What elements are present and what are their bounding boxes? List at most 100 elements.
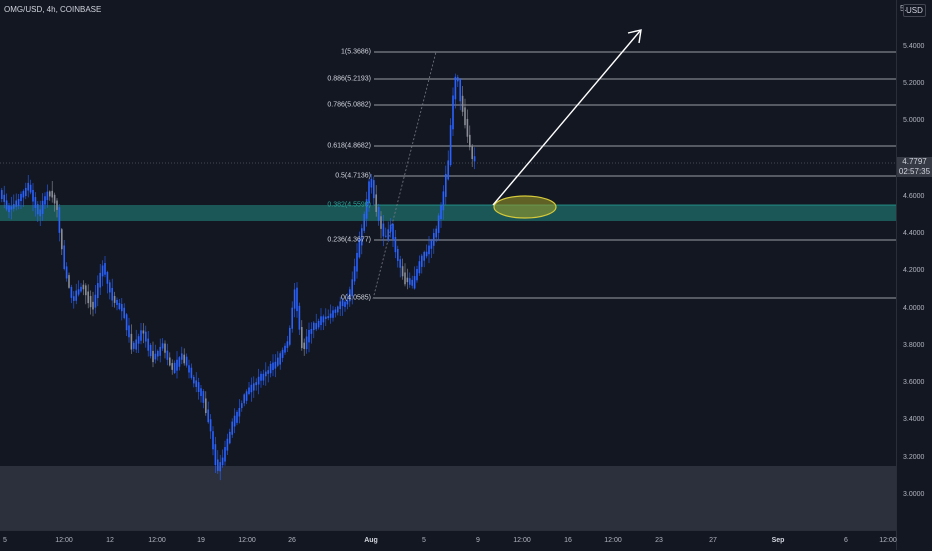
candle-body xyxy=(241,403,243,409)
chart-area[interactable]: OMG/USD, 4h, COINBASE 1(5.3686) 0.886(5.2… xyxy=(0,0,896,530)
candle-body xyxy=(286,341,289,348)
candle-body xyxy=(281,349,284,358)
target-ellipse[interactable] xyxy=(493,195,557,219)
price-chart[interactable] xyxy=(0,0,896,530)
candle-body xyxy=(29,184,32,193)
candle-body xyxy=(399,259,401,268)
fib-level-label: 0.5(4.7136) xyxy=(335,172,371,180)
candle-body xyxy=(353,266,356,282)
price-tick: 3.0000 xyxy=(903,491,925,498)
candle-body xyxy=(435,228,437,238)
candle-body xyxy=(130,333,133,350)
fib-level-label: 0.786(5.0882) xyxy=(327,101,371,109)
candle-body xyxy=(418,261,421,274)
candle-body xyxy=(27,182,29,191)
time-tick: 19 xyxy=(197,537,205,544)
candle-body xyxy=(260,373,262,381)
candle-body xyxy=(303,342,305,349)
fib-trend-line[interactable] xyxy=(372,51,437,300)
currency-badge[interactable]: USD xyxy=(903,4,926,17)
candle-body xyxy=(327,316,329,319)
candle-body xyxy=(195,380,197,387)
candle-body xyxy=(209,419,212,432)
price-tick: 5.4000 xyxy=(903,43,925,50)
candle-body xyxy=(181,353,183,360)
candle-body xyxy=(255,382,257,386)
candle-body xyxy=(58,207,61,233)
candle-body xyxy=(387,229,389,241)
candle-body xyxy=(377,207,380,221)
fib-level-label: 1(5.3686) xyxy=(341,48,371,56)
time-tick: 12:00 xyxy=(513,537,531,544)
candle-body xyxy=(118,302,121,310)
candle-body xyxy=(423,251,425,261)
candle-body xyxy=(341,300,344,307)
candle-body xyxy=(15,200,17,207)
current-price-value: 4.7797 xyxy=(902,157,927,166)
candle-body xyxy=(166,350,169,360)
time-axis[interactable] xyxy=(0,530,896,551)
candle-body xyxy=(1,190,3,200)
candle-body xyxy=(49,191,51,197)
candle-body xyxy=(466,119,469,137)
candle-body xyxy=(459,79,461,102)
candle-body xyxy=(140,330,142,341)
candle-body xyxy=(332,310,334,318)
candle-body xyxy=(173,362,176,373)
candle-body xyxy=(123,307,125,319)
candle-body xyxy=(351,279,353,297)
candle-body xyxy=(190,367,193,378)
candle-body xyxy=(65,266,68,279)
candle-body xyxy=(200,388,202,397)
fib-retracement[interactable] xyxy=(374,51,896,299)
time-tick: 5 xyxy=(422,537,426,544)
candle-body xyxy=(320,316,322,326)
candle-body xyxy=(8,205,10,213)
candle-body xyxy=(149,344,152,357)
candle-body xyxy=(365,199,368,219)
fib-level-label: 0.886(5.2193) xyxy=(327,75,371,83)
projection-arrow-line[interactable] xyxy=(492,30,641,206)
candle-body xyxy=(428,245,430,255)
candle-body xyxy=(133,342,135,349)
candle-body xyxy=(445,173,447,197)
projection-arrow-head xyxy=(627,29,642,44)
candle-body xyxy=(262,373,265,381)
time-tick: Sep xyxy=(771,537,785,544)
candle-body xyxy=(61,229,63,250)
candle-body xyxy=(346,300,349,305)
price-tick: 4.6000 xyxy=(903,193,925,200)
candle-body xyxy=(37,204,39,215)
candle-body xyxy=(344,301,346,307)
candle-body xyxy=(310,328,313,334)
price-tick: 3.6000 xyxy=(903,379,925,386)
candle-body xyxy=(257,376,260,385)
price-axis[interactable]: 5.4000 5.2000 5.0000 4.6000 4.4000 4.2000 4.00… xyxy=(896,0,932,550)
candle-body xyxy=(214,444,217,466)
candle-body xyxy=(471,146,473,160)
candle-body xyxy=(82,284,85,290)
candle-body xyxy=(401,266,404,277)
current-price-tag: 4.7797 02:57:35 xyxy=(897,157,932,177)
candle-body xyxy=(94,294,97,308)
candle-body xyxy=(226,438,229,451)
candle-body xyxy=(135,339,137,350)
candle-body xyxy=(183,354,185,364)
candlestick-series xyxy=(1,73,476,481)
price-tick: 3.8000 xyxy=(903,342,925,349)
time-tick: 12:00 xyxy=(604,537,622,544)
candle-body xyxy=(159,346,161,356)
price-tick: 5.0000 xyxy=(903,117,925,124)
support-zone[interactable] xyxy=(0,466,896,530)
candle-body xyxy=(457,77,459,82)
candle-body xyxy=(394,237,397,253)
candle-body xyxy=(413,276,416,289)
candle-body xyxy=(41,200,44,214)
price-tick: 4.2000 xyxy=(903,267,925,274)
candle-body xyxy=(219,462,221,472)
price-tick: 4.0000 xyxy=(903,305,925,312)
candle-body xyxy=(22,191,25,198)
resistance-zone[interactable] xyxy=(0,205,896,221)
candle-body xyxy=(80,286,82,292)
candle-body xyxy=(442,191,445,211)
